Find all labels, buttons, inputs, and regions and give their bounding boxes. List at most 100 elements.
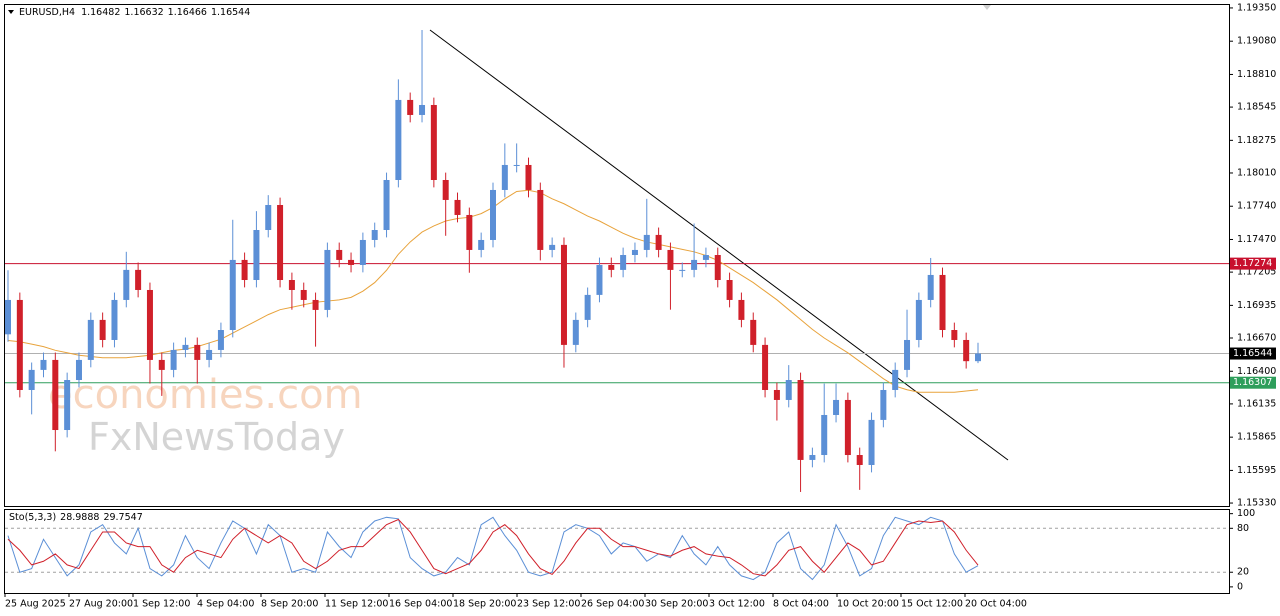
candle-body xyxy=(395,99,402,180)
y-tick-label: 1.18545 xyxy=(1237,102,1276,113)
candle-body xyxy=(631,249,638,255)
candle-body xyxy=(927,274,934,300)
candle-body xyxy=(750,319,757,345)
candle-body xyxy=(608,264,615,270)
candle-body xyxy=(490,189,496,240)
candle-body xyxy=(596,264,603,295)
candle-body xyxy=(904,339,911,370)
candle-body xyxy=(52,359,59,431)
candle-body xyxy=(111,299,118,340)
high-value: 1.16632 xyxy=(124,7,163,18)
candle-body xyxy=(300,289,307,300)
candle-body xyxy=(359,239,366,265)
candle-body xyxy=(501,164,508,190)
candle-body xyxy=(655,234,662,250)
level-label-box xyxy=(1230,347,1276,360)
candle-body xyxy=(868,419,875,465)
level-label: 1.16307 xyxy=(1233,377,1272,388)
candle-body xyxy=(348,259,355,265)
x-tick-label: 20 Oct 04:00 xyxy=(965,599,1027,610)
candle-body xyxy=(478,239,485,250)
candle-body xyxy=(229,259,236,331)
candle-body xyxy=(217,330,224,350)
candle-body xyxy=(312,299,319,310)
x-tick-label: 10 Oct 20:00 xyxy=(837,599,899,610)
candle-body xyxy=(123,269,130,300)
candle-body xyxy=(797,380,804,460)
candle-body xyxy=(64,380,71,431)
x-tick-label: 11 Sep 12:00 xyxy=(325,599,388,610)
y-tick-label: 1.17205 xyxy=(1237,267,1276,278)
level-label-box xyxy=(1230,376,1276,389)
watermark: economies.com xyxy=(48,372,363,418)
x-tick-label: 16 Sep 04:00 xyxy=(389,599,452,610)
candle-body xyxy=(892,369,899,390)
candle-body xyxy=(584,294,591,320)
x-tick-label: 3 Oct 12:00 xyxy=(709,599,765,610)
x-tick-label: 8 Oct 04:00 xyxy=(773,599,829,610)
indicator-name: Sto(5,3,3) xyxy=(9,512,56,523)
candle-body xyxy=(537,189,544,250)
stoch-tick-label: 100 xyxy=(1237,508,1255,519)
signal-value: 29.7547 xyxy=(103,512,142,523)
candle-body xyxy=(442,179,449,200)
candle-body xyxy=(454,199,461,215)
candle-body xyxy=(762,344,769,390)
y-tick-label: 1.16670 xyxy=(1237,333,1276,344)
y-tick-label: 1.16935 xyxy=(1237,300,1276,311)
candle-body xyxy=(702,255,709,260)
x-tick-label: 8 Sep 20:00 xyxy=(261,599,318,610)
level-label: 1.17274 xyxy=(1233,258,1272,269)
stoch-line xyxy=(7,518,979,577)
x-tick-label: 30 Sep 20:00 xyxy=(645,599,708,610)
candle-body xyxy=(726,280,733,300)
y-tick-label: 1.18275 xyxy=(1237,135,1276,146)
stoch-line xyxy=(7,516,979,581)
candle-body xyxy=(714,255,721,281)
x-tick-label: 4 Sep 04:00 xyxy=(197,599,254,610)
candle-body xyxy=(572,319,579,345)
candle-body xyxy=(620,255,627,270)
candle-body xyxy=(643,234,650,250)
y-tick-label: 1.19080 xyxy=(1237,36,1276,47)
watermark: FxNewsToday xyxy=(88,415,345,459)
level-label: 1.16544 xyxy=(1233,348,1272,359)
candle-body xyxy=(16,299,23,390)
candle-body xyxy=(785,380,792,400)
chart-header: EURUSD,H4 1.16482 1.16632 1.16466 1.16544 xyxy=(19,7,250,18)
main-value: 28.9888 xyxy=(60,512,99,523)
candle-body xyxy=(809,455,816,460)
y-tick-label: 1.15865 xyxy=(1237,432,1276,443)
candle-body xyxy=(466,214,473,250)
stochastic-header: Sto(5,3,3) 28.9888 29.7547 xyxy=(9,512,143,523)
close-value: 1.16544 xyxy=(211,7,250,18)
symbol: EURUSD,H4 xyxy=(19,7,75,18)
candle-body xyxy=(170,349,177,370)
candle-body xyxy=(5,299,11,335)
candle-body xyxy=(40,359,47,370)
low-value: 1.16466 xyxy=(168,7,207,18)
candle-body xyxy=(194,344,201,360)
y-tick-label: 1.18010 xyxy=(1237,167,1276,178)
candle-body xyxy=(253,229,260,281)
candle-body xyxy=(407,99,414,115)
y-tick-label: 1.17470 xyxy=(1237,234,1276,245)
candle-body xyxy=(691,259,698,270)
candle-body xyxy=(856,455,863,465)
menu-arrow[interactable] xyxy=(8,10,14,14)
x-tick-label: 18 Sep 20:00 xyxy=(453,599,516,610)
candle-body xyxy=(336,249,343,260)
candle-body xyxy=(939,274,946,331)
candle-body xyxy=(182,344,189,350)
candle-body xyxy=(880,389,887,420)
candle-body xyxy=(667,249,674,270)
candle-body xyxy=(158,359,165,370)
candle-body xyxy=(679,269,686,271)
candle-body xyxy=(963,339,970,362)
candle-body xyxy=(99,319,106,340)
candle-body xyxy=(28,369,35,390)
candle-body xyxy=(549,244,556,250)
x-tick-label: 1 Sep 12:00 xyxy=(133,599,190,610)
